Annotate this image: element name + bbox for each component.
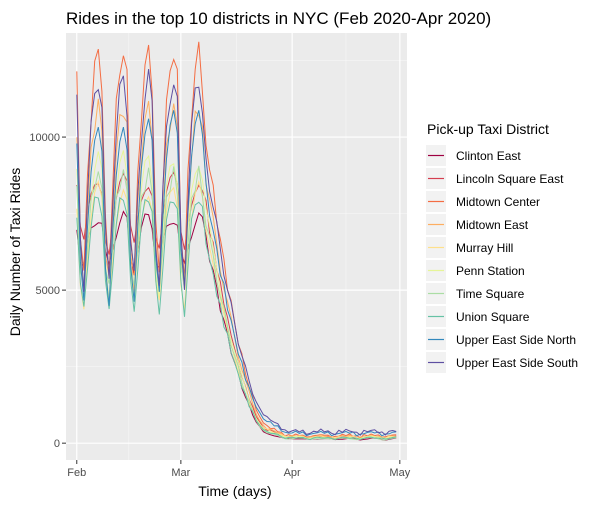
chart-title: Rides in the top 10 districts in NYC (Fe… bbox=[66, 9, 491, 28]
y-axis-ticks: 0 5000 10000 bbox=[29, 132, 66, 450]
series-lines bbox=[76, 41, 397, 441]
y-tick-label: 5000 bbox=[36, 285, 60, 297]
legend-label: Midtown East bbox=[456, 218, 529, 232]
legend-label: Clinton East bbox=[456, 149, 521, 163]
legend-label: Murray Hill bbox=[456, 241, 513, 255]
x-tick-label: May bbox=[389, 467, 410, 479]
y-tick-label: 10000 bbox=[29, 132, 60, 144]
y-tick-label: 0 bbox=[54, 438, 60, 450]
x-axis-title: Time (days) bbox=[198, 483, 271, 499]
y-axis-title: Daily Number of Taxi Rides bbox=[7, 168, 23, 337]
legend-label: Time Square bbox=[456, 287, 525, 301]
legend-label: Penn Station bbox=[456, 264, 525, 278]
legend-label: Upper East Side South bbox=[456, 356, 578, 370]
legend-label: Lincoln Square East bbox=[456, 172, 564, 186]
x-axis-ticks: Feb Mar Apr May bbox=[67, 460, 411, 479]
legend: Clinton East Lincoln Square East Midtown C… bbox=[426, 145, 578, 373]
legend-label: Union Square bbox=[456, 310, 530, 324]
series-line-upper-east-side-south bbox=[76, 68, 397, 436]
legend-label: Upper East Side North bbox=[456, 333, 576, 347]
x-tick-label: Mar bbox=[171, 467, 190, 479]
legend-label: Midtown Center bbox=[456, 195, 540, 209]
legend-title: Pick-up Taxi District bbox=[427, 121, 549, 137]
x-tick-label: Apr bbox=[284, 467, 301, 479]
series-line-union-square bbox=[76, 196, 397, 441]
x-tick-label: Feb bbox=[67, 467, 86, 479]
